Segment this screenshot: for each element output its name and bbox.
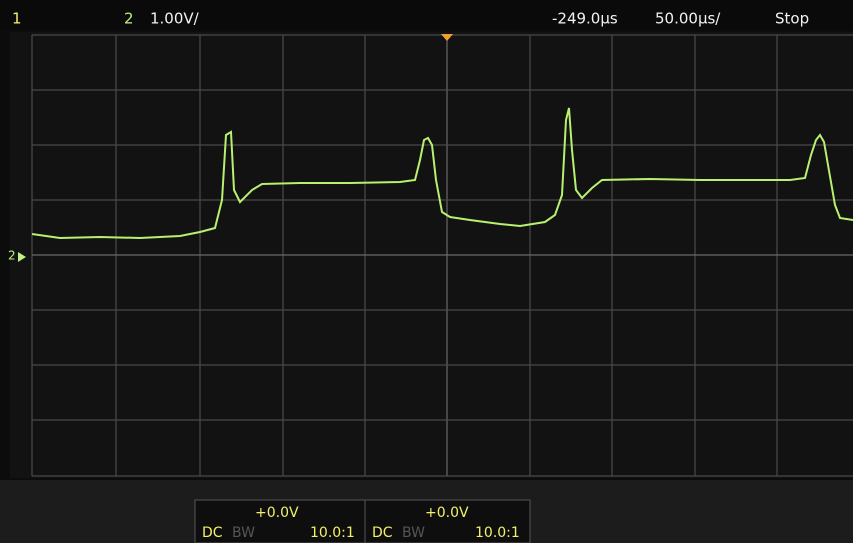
channel-1-probe: 10.0:1 <box>310 525 355 541</box>
trigger-delay: -249.0µs <box>552 10 618 28</box>
channel-1-offset: +0.0V <box>255 505 299 521</box>
vertical-scale: 1.00V/ <box>150 10 200 28</box>
run-status[interactable]: Stop <box>775 10 809 28</box>
channel-2-label: 2 <box>124 10 134 28</box>
channel-2-offset: +0.0V <box>425 505 469 521</box>
channel-2-coupling: DC <box>372 525 393 541</box>
channel-1-label: 1 <box>12 10 22 28</box>
trigger-marker <box>441 34 453 41</box>
ground-marker: 2 <box>8 249 16 263</box>
channel-1-box[interactable] <box>194 499 366 543</box>
channel-1-coupling: DC <box>202 525 223 541</box>
channel-2-probe: 10.0:1 <box>475 525 520 541</box>
status-bar <box>0 0 853 30</box>
waveform-trace <box>31 107 853 240</box>
timebase: 50.00µs/ <box>655 10 721 28</box>
channel-2-box[interactable] <box>364 499 531 543</box>
graticule <box>31 34 853 477</box>
channel-1-bandwidth: BW <box>232 525 255 541</box>
channel-2-bandwidth: BW <box>402 525 425 541</box>
ground-arrow <box>18 252 26 262</box>
